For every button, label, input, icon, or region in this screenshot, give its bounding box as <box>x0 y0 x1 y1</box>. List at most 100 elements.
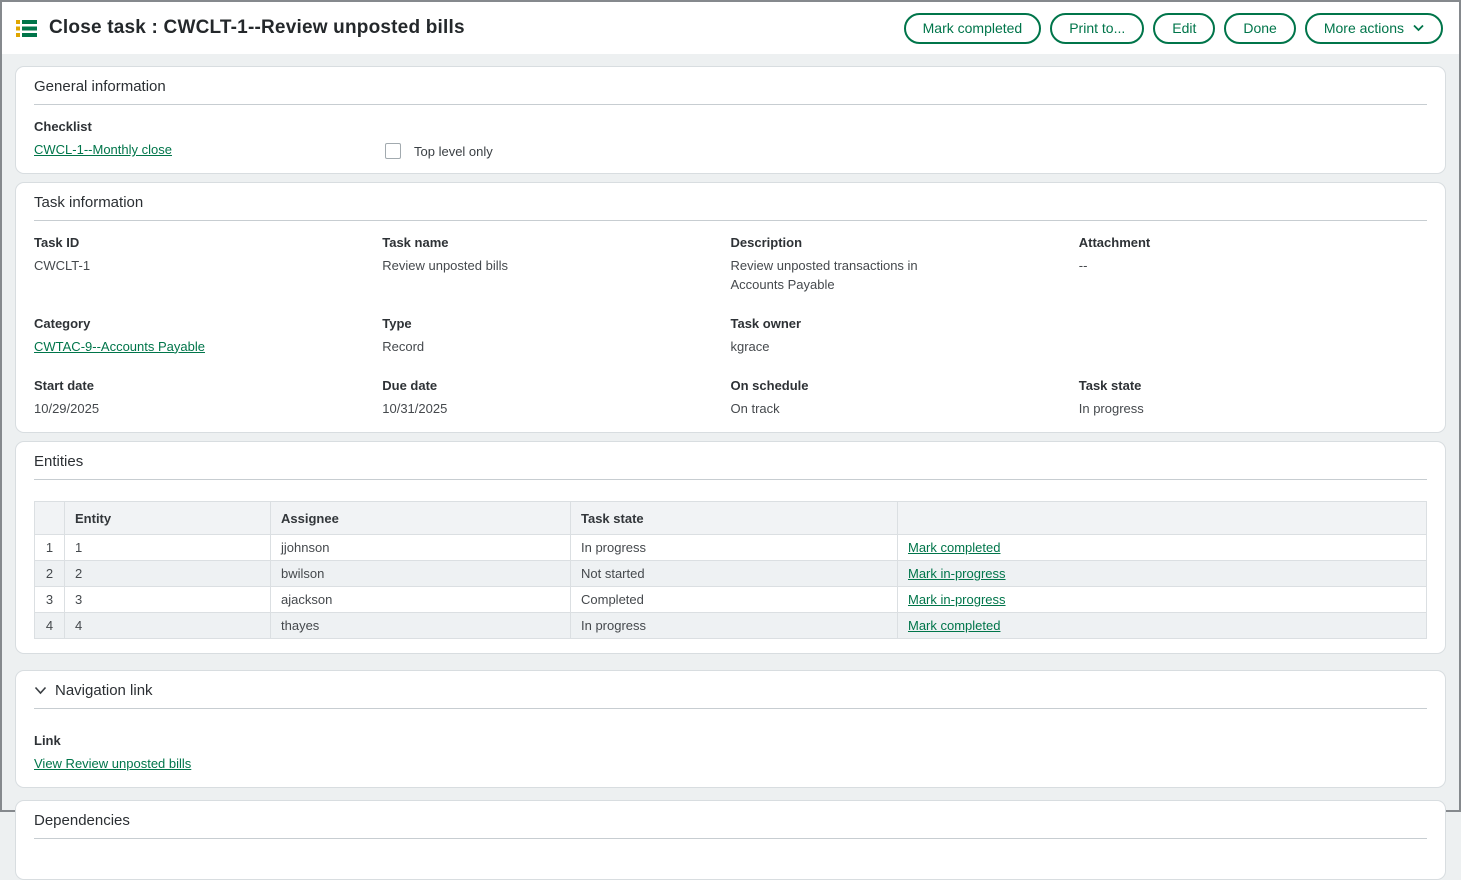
checklist-label: Checklist <box>34 119 92 134</box>
task-state-column-header: Task state <box>570 501 898 536</box>
attachment-label: Attachment <box>1078 235 1151 250</box>
task-name-label: Task name <box>382 235 449 250</box>
task-name-field: Task name Review unposted bills <box>382 235 730 295</box>
task-owner-field: Task owner kgrace <box>731 316 1079 357</box>
attachment-field: Attachment -- <box>1079 235 1427 295</box>
type-value: Record <box>382 338 425 354</box>
row-number-header <box>34 501 65 536</box>
navigation-link-card: Navigation link Link View Review unposte… <box>15 670 1446 789</box>
entity-cell: 3 <box>64 586 271 614</box>
dependencies-card: Dependencies <box>15 800 1446 880</box>
row-action-link[interactable]: Mark completed <box>908 540 1001 556</box>
checklist-link[interactable]: CWCL-1--Monthly close <box>34 142 172 157</box>
edit-label: Edit <box>1172 20 1197 36</box>
mark-completed-label: Mark completed <box>922 20 1023 36</box>
row-action-link[interactable]: Mark completed <box>908 618 1001 634</box>
due-date-value: 10/31/2025 <box>382 400 448 416</box>
mark-completed-button[interactable]: Mark completed <box>903 12 1042 44</box>
section-divider <box>34 479 1427 481</box>
task-state-cell: In progress <box>570 534 898 562</box>
row-action-link[interactable]: Mark in-progress <box>908 592 1006 608</box>
entities-title: Entities <box>34 453 84 471</box>
type-label: Type <box>382 315 412 331</box>
category-field: Category CWTAC-9--Accounts Payable <box>34 316 382 357</box>
action-column-header <box>897 501 1427 536</box>
general-information-card: General information Checklist CWCL-1--Mo… <box>15 66 1446 174</box>
task-information-card: Task information Task ID CWCLT-1 Task na… <box>15 182 1446 434</box>
table-row: 1 1 jjohnson In progress Mark completed <box>34 534 1427 562</box>
table-header-row: Entity Assignee Task state <box>34 501 1427 536</box>
assignee-cell: thayes <box>270 612 571 640</box>
more-actions-button[interactable]: More actions <box>1304 12 1443 44</box>
section-divider <box>34 708 1427 710</box>
type-field: Type Record <box>382 316 730 357</box>
start-date-value: 10/29/2025 <box>34 400 100 416</box>
task-state-field: Task state In progress <box>1079 378 1427 419</box>
done-label: Done <box>1243 20 1277 36</box>
due-date-field: Due date 10/31/2025 <box>382 378 730 419</box>
task-id-value: CWCLT-1 <box>34 258 91 273</box>
navigation-link-title: Navigation link <box>55 682 153 700</box>
more-actions-label: More actions <box>1323 20 1404 36</box>
entity-cell: 4 <box>64 612 271 640</box>
task-state-label: Task state <box>1078 377 1142 393</box>
row-number: 2 <box>34 560 65 588</box>
task-state-cell: Not started <box>570 560 898 588</box>
entity-cell: 1 <box>64 534 271 562</box>
on-schedule-label: On schedule <box>730 377 809 393</box>
print-to-label: Print to... <box>1069 20 1126 36</box>
main-content: General information Checklist CWCL-1--Mo… <box>2 54 1459 880</box>
assignee-cell: ajackson <box>270 586 571 614</box>
header-bar: Close task : CWCLT-1--Review unposted bi… <box>2 2 1459 54</box>
checklist-icon <box>16 19 37 38</box>
top-level-only-label[interactable]: Top level only <box>414 143 493 159</box>
header-actions: Mark completed Print to... Edit Done Mor… <box>903 12 1443 44</box>
view-task-link[interactable]: View Review unposted bills <box>34 756 192 772</box>
collapse-chevron-icon[interactable] <box>34 686 47 695</box>
description-field: Description Review unposted transactions… <box>731 235 1079 295</box>
task-owner-value: kgrace <box>730 338 770 354</box>
assignee-cell: jjohnson <box>270 534 571 562</box>
general-information-title: General information <box>34 78 166 95</box>
category-link[interactable]: CWTAC-9--Accounts Payable <box>34 338 205 354</box>
task-state-value: In progress <box>1078 400 1144 416</box>
attachment-value: -- <box>1078 258 1088 273</box>
table-row: 4 4 thayes In progress Mark completed <box>34 612 1427 640</box>
section-divider <box>34 104 1427 105</box>
entities-card: Entities Entity Assignee Task state 1 1 … <box>15 441 1446 655</box>
description-value: Review unposted transactions in Accounts… <box>730 258 918 292</box>
task-id-label: Task ID <box>34 235 80 250</box>
category-label: Category <box>34 315 91 331</box>
task-information-title: Task information <box>34 194 144 211</box>
entities-table: Entity Assignee Task state 1 1 jjohnson … <box>34 501 1427 640</box>
task-id-field: Task ID CWCLT-1 <box>34 235 382 295</box>
chevron-down-icon <box>1413 24 1424 32</box>
task-owner-label: Task owner <box>730 315 802 331</box>
task-state-cell: In progress <box>570 612 898 640</box>
row-number: 3 <box>34 586 65 614</box>
dependencies-title: Dependencies <box>34 812 130 830</box>
table-row: 3 3 ajackson Completed Mark in-progress <box>34 586 1427 614</box>
section-divider <box>34 838 1427 840</box>
edit-button[interactable]: Edit <box>1153 12 1216 44</box>
done-button[interactable]: Done <box>1224 12 1296 44</box>
top-level-only-group: Top level only <box>385 143 493 159</box>
on-schedule-value: On track <box>730 400 780 416</box>
navigation-link-title-row: Navigation link <box>34 682 1427 699</box>
task-information-grid: Task ID CWCLT-1 Task name Review unposte… <box>34 235 1427 418</box>
link-label: Link <box>34 733 61 749</box>
row-action-link[interactable]: Mark in-progress <box>908 566 1006 582</box>
task-state-cell: Completed <box>570 586 898 614</box>
start-date-label: Start date <box>34 377 94 393</box>
print-to-button[interactable]: Print to... <box>1050 12 1145 44</box>
entity-cell: 2 <box>64 560 271 588</box>
assignee-column-header: Assignee <box>270 501 571 536</box>
description-label: Description <box>730 235 803 250</box>
row-number: 1 <box>34 534 65 562</box>
start-date-field: Start date 10/29/2025 <box>34 378 382 419</box>
empty-cell <box>1079 316 1427 357</box>
row-number: 4 <box>34 612 65 640</box>
entity-column-header: Entity <box>64 501 271 536</box>
top-level-only-checkbox[interactable] <box>385 143 401 159</box>
